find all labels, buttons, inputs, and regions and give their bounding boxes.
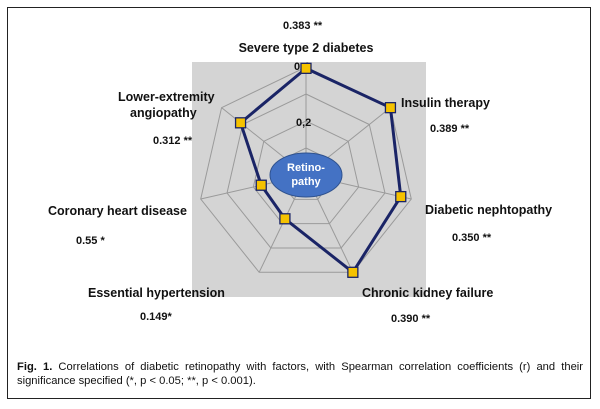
value-label-diabetic-nephropathy: 0.350 ** bbox=[452, 232, 492, 244]
value-label-lower-extremity-angiopathy: 0.312 ** bbox=[153, 135, 193, 147]
axis-label-coronary-heart-disease: Coronary heart disease bbox=[48, 204, 187, 218]
figure-caption: Fig. 1. Correlations of diabetic retinop… bbox=[17, 360, 583, 388]
value-label-insulin-therapy: 0.389 ** bbox=[430, 123, 470, 135]
value-label-chronic-kidney-failure: 0.390 ** bbox=[391, 313, 431, 325]
center-label-line2: pathy bbox=[291, 176, 321, 188]
data-point-3 bbox=[347, 266, 359, 278]
axis-label-essential-hypertension: Essential hypertension bbox=[88, 286, 225, 300]
grid-ring-1 bbox=[252, 120, 360, 225]
axis-label-insulin-therapy: Insulin therapy bbox=[401, 96, 490, 110]
data-point-4 bbox=[279, 213, 291, 225]
value-label-coronary-heart-disease: 0.55 * bbox=[76, 235, 105, 247]
axis-label-chronic-kidney-failure: Chronic kidney failure bbox=[362, 286, 493, 300]
value-label-essential-hypertension: 0.149* bbox=[140, 311, 173, 323]
tick-label-0.2: 0,2 bbox=[296, 117, 311, 129]
grid-ring-3 bbox=[200, 66, 412, 273]
caption-prefix: Fig. 1. bbox=[17, 361, 53, 373]
figure-frame bbox=[7, 7, 591, 399]
data-point-6 bbox=[234, 117, 247, 129]
axis-label-lower-extremity-angiopathy: Lower-extremity angiopathy bbox=[118, 90, 215, 120]
data-point-1 bbox=[384, 102, 397, 114]
grid-ring-2 bbox=[226, 93, 386, 249]
series-line bbox=[238, 66, 403, 275]
center-ellipse bbox=[269, 152, 343, 198]
data-point-0 bbox=[300, 62, 312, 74]
data-point-2 bbox=[395, 190, 407, 203]
value-label-severe-type2-diabetes: 0.383 ** bbox=[283, 20, 323, 32]
center-label-line1: Retino- bbox=[287, 162, 325, 174]
axis-label-diabetic-nephropathy: Diabetic nephtopathy bbox=[425, 203, 552, 217]
caption-text: Correlations of diabetic retinopathy wit… bbox=[17, 361, 583, 387]
data-point-5 bbox=[255, 179, 267, 191]
axis-label-severe-type2-diabetes: Severe type 2 diabetes bbox=[239, 41, 374, 55]
